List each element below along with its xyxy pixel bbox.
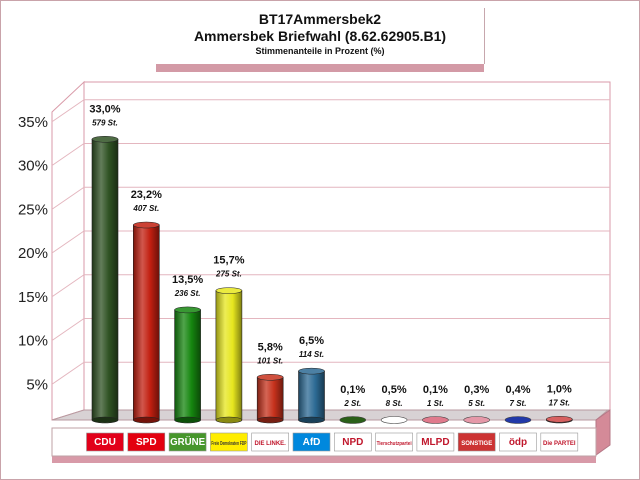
- party-logo-label: SPD: [136, 437, 157, 448]
- bar-NPD: [339, 416, 367, 424]
- party-logo: [292, 432, 331, 452]
- gridline-side: [51, 186, 85, 210]
- party-logo-label: GRÜNE: [170, 435, 205, 448]
- back-wall: [83, 81, 611, 411]
- party-logo: [457, 432, 496, 452]
- y-tick-label: 35%: [18, 114, 48, 131]
- party-logo-label: NPD: [342, 437, 363, 448]
- party-logo: [86, 432, 124, 452]
- bar-SPD: [133, 224, 160, 421]
- value-label: 5,8%: [258, 341, 283, 353]
- vote-label: 2 St.: [343, 399, 361, 408]
- y-tick-label: 20%: [18, 245, 48, 262]
- bar-DIE LINKE: [256, 376, 284, 421]
- value-label: 1,0%: [547, 383, 572, 395]
- party-logo-label: AfD: [303, 437, 321, 448]
- title-box: BT17Ammersbek2 Ammersbek Briefwahl (8.62…: [156, 8, 485, 64]
- value-label: 0,5%: [382, 384, 407, 396]
- value-label: 13,5%: [172, 274, 203, 286]
- vote-label: 17 St.: [549, 398, 570, 407]
- gridline-side: [51, 361, 85, 385]
- bar-base: [133, 416, 160, 424]
- party-logo-label: CDU: [94, 437, 116, 448]
- vote-label: 7 St.: [510, 399, 527, 408]
- party-logo: [210, 432, 248, 452]
- party-logo: [251, 432, 289, 452]
- value-label: 23,2%: [131, 189, 162, 201]
- gridline-side: [51, 230, 85, 254]
- value-label: 0,1%: [340, 384, 365, 396]
- bar-top: [133, 221, 160, 229]
- party-logo-label: Die PARTEI: [543, 441, 576, 447]
- party-logo: [333, 432, 372, 452]
- y-tick-label: 15%: [18, 289, 48, 306]
- vote-label: 275 St.: [215, 270, 242, 279]
- bar-ödp: [504, 416, 532, 424]
- vote-label: 579 St.: [92, 118, 118, 127]
- y-tick-label: 5%: [26, 376, 48, 393]
- bar-top: [256, 373, 284, 381]
- party-logo: [168, 432, 207, 452]
- bar-GRÜNE: [174, 309, 201, 421]
- vote-label: 114 St.: [299, 350, 324, 359]
- value-label: 33,0%: [89, 103, 120, 115]
- chart-caption: Stimmenanteile in Prozent (%): [255, 46, 385, 56]
- vote-label: 1 St.: [427, 399, 444, 408]
- bar-Tierschutzpartei: [380, 416, 408, 424]
- party-logo: [375, 432, 413, 452]
- vote-label: 8 St.: [386, 399, 403, 408]
- bar-base: [215, 416, 243, 424]
- y-tick-label: 10%: [18, 333, 48, 350]
- party-logo: [540, 432, 579, 452]
- bar-SONSTIGE: [463, 416, 491, 424]
- bar-top: [215, 287, 243, 294]
- bar-MLPD: [422, 416, 449, 424]
- value-label: 0,4%: [505, 384, 530, 396]
- party-logo-label: DIE LINKE.: [255, 441, 287, 447]
- party-logo: [499, 432, 537, 452]
- value-label: 0,1%: [423, 384, 448, 396]
- value-label: 15,7%: [213, 255, 244, 267]
- vote-label: 236 St.: [174, 289, 201, 298]
- party-logo-label: SONSTIGE: [461, 441, 492, 447]
- bar-top: [91, 135, 119, 143]
- y-tick-label: 30%: [18, 158, 48, 175]
- y-tick-label: 25%: [18, 201, 48, 218]
- chart-title: BT17Ammersbek2: [258, 11, 382, 27]
- party-logo-label: Tierschutzpartei: [377, 441, 413, 447]
- bar-top: [174, 306, 201, 314]
- bar-AfD: [298, 370, 325, 421]
- bar-base: [256, 416, 284, 424]
- bar-top: [298, 367, 325, 375]
- bar-base: [174, 416, 201, 424]
- gridline-side: [51, 99, 85, 123]
- vote-label: 101 St.: [257, 356, 283, 365]
- party-logo-label: Freie Demokraten FDP: [211, 441, 246, 447]
- value-label: 0,3%: [464, 384, 489, 396]
- party-logo: [416, 432, 455, 452]
- vote-label: 407 St.: [132, 204, 159, 213]
- bar-FDP: [215, 290, 243, 421]
- bar-top: [545, 415, 573, 423]
- title-shadow: [156, 64, 484, 72]
- party-logo-label: MLPD: [421, 437, 449, 448]
- gridline-side: [51, 143, 85, 166]
- bar-CDU: [91, 138, 119, 421]
- bar-base: [91, 416, 119, 424]
- party-logo-label: ödp: [509, 437, 527, 448]
- floor-shadow: [52, 455, 596, 463]
- chart-subtitle: Ammersbek Briefwahl (8.62.62905.B1): [193, 28, 447, 44]
- party-logo: [127, 432, 166, 452]
- bar-base: [298, 416, 325, 424]
- vote-label: 5 St.: [468, 399, 485, 408]
- gridline-side: [51, 274, 85, 298]
- side-wall: [51, 80, 85, 421]
- gridline-side: [51, 318, 85, 341]
- value-label: 6,5%: [299, 335, 324, 347]
